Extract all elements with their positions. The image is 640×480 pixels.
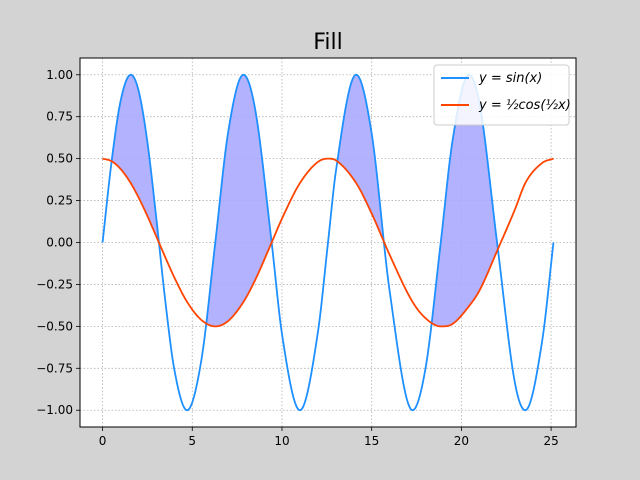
- legend-box: [433, 64, 570, 126]
- y-tick-label: −1.00: [36, 403, 73, 417]
- x-tick-label: 10: [274, 434, 289, 448]
- y-tick-label: −0.75: [36, 361, 73, 375]
- y-tick-label: 0.00: [46, 236, 73, 250]
- legend: y = sin(x) y = ½cos(½x): [433, 64, 571, 126]
- y-tick-label: 0.25: [46, 194, 73, 208]
- x-tick-label: 5: [188, 434, 196, 448]
- x-tick-label: 0: [99, 434, 107, 448]
- y-tick-label: 0.75: [46, 110, 73, 124]
- fill-between-region: [207, 74, 271, 327]
- y-tick-label: 1.00: [46, 68, 73, 82]
- x-axis: 0 5 10 15 20 25: [99, 427, 559, 448]
- x-tick-label: 20: [454, 434, 469, 448]
- legend-label-cos: y = ½cos(½x): [478, 98, 571, 113]
- series-line-cos: [102, 157, 554, 328]
- fill-between-region: [431, 74, 498, 327]
- fill-between-region: [337, 74, 384, 242]
- legend-label-sin: y = sin(x): [478, 71, 542, 86]
- chart-title: Fill: [313, 30, 342, 55]
- fill-region: [112, 74, 498, 327]
- y-axis: −1.00 −0.75 −0.50 −0.25 0.00 0.25 0.50 0.75 1.00: [36, 68, 80, 417]
- x-tick-label: 25: [543, 434, 558, 448]
- x-tick-label: 15: [364, 434, 379, 448]
- y-tick-label: 0.50: [46, 152, 73, 166]
- y-tick-label: −0.50: [36, 319, 73, 333]
- fill-between-region: [112, 74, 159, 243]
- y-tick-label: −0.25: [36, 277, 73, 291]
